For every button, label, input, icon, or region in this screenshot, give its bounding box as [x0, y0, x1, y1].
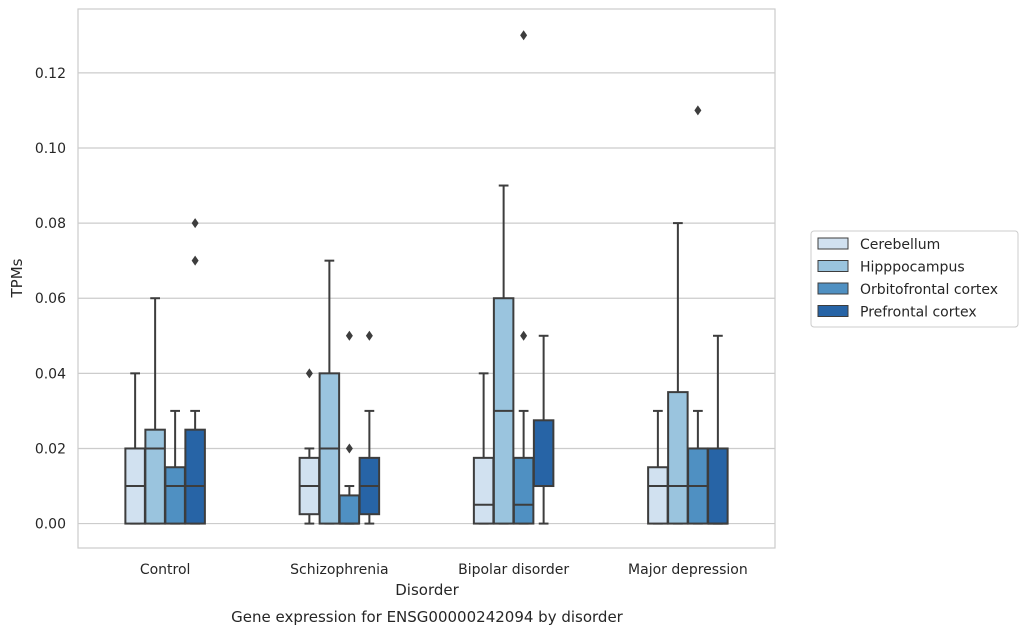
y-tick-label: 0.08 — [35, 216, 66, 232]
legend: Cerebellum Hipppocampus Orbitofrontal cort… — [810, 230, 1019, 328]
box-prefrontal-cortex — [707, 334, 729, 525]
x-tick-label: Control — [140, 562, 191, 578]
box-orbitofrontal-cortex — [512, 30, 535, 525]
chart-title: Gene expression for ENSG00000242094 by d… — [231, 608, 624, 626]
box-cerebellum — [647, 409, 669, 525]
y-axis-label: TPMs — [8, 258, 26, 298]
legend-label: Orbitofrontal cortex — [860, 282, 998, 298]
y-tick-labels: 0.00 0.02 0.04 0.06 0.08 0.10 0.12 — [35, 66, 66, 533]
box-body — [647, 466, 669, 525]
x-tick-label: Schizophrenia — [290, 562, 388, 578]
plot-frame — [77, 8, 776, 549]
outlier-marker — [520, 30, 528, 41]
y-tick-label: 0.06 — [35, 291, 66, 307]
legend-item: Cerebellum — [817, 237, 940, 253]
box-hipppocampus — [667, 222, 689, 525]
outlier-marker — [191, 218, 199, 229]
box-body — [144, 428, 166, 525]
box-prefrontal-cortex — [532, 334, 555, 525]
outlier-marker — [305, 368, 313, 379]
legend-swatch — [817, 282, 849, 295]
outlier-marker — [345, 443, 353, 454]
outlier-marker — [694, 105, 702, 116]
y-tick-label: 0.00 — [35, 517, 66, 533]
y-tick-label: 0.12 — [35, 66, 66, 82]
box-cerebellum — [472, 372, 495, 525]
box-body — [707, 447, 729, 525]
box-body — [338, 494, 361, 525]
legend-swatch — [817, 260, 849, 272]
x-tick-label: Bipolar disorder — [458, 562, 569, 578]
x-axis-label: Disorder — [395, 581, 459, 599]
outlier-marker — [191, 255, 199, 266]
legend-label: Prefrontal cortex — [860, 305, 977, 321]
box-body — [164, 466, 186, 525]
x-tick-labels: Control Schizophrenia Bipolar disorder Majo… — [140, 562, 748, 578]
y-tick-label: 0.10 — [35, 141, 66, 157]
legend-swatch — [817, 237, 849, 250]
legend-item: Orbitofrontal cortex — [817, 282, 998, 298]
box-body — [184, 428, 206, 525]
legend-swatch — [817, 305, 849, 317]
legend-item: Hipppocampus — [817, 260, 965, 276]
outlier-marker — [365, 330, 373, 341]
legend-item: Prefrontal cortex — [817, 305, 977, 321]
legend-frame — [810, 230, 1019, 328]
box-hipppocampus — [492, 184, 515, 525]
legend-label: Cerebellum — [860, 237, 940, 253]
box-body — [667, 391, 689, 525]
box-body — [512, 456, 535, 525]
box-hipppocampus — [318, 259, 341, 525]
x-tick-label: Major depression — [628, 562, 748, 578]
box-body — [472, 456, 495, 525]
outlier-marker — [520, 330, 528, 341]
outlier-marker — [345, 330, 353, 341]
legend-label: Hipppocampus — [860, 260, 965, 276]
box-prefrontal-cortex — [184, 218, 206, 525]
box-body — [532, 419, 555, 488]
box-prefrontal-cortex — [358, 330, 381, 525]
boxes — [124, 30, 729, 525]
y-tick-label: 0.04 — [35, 366, 66, 382]
y-tick-label: 0.02 — [35, 441, 66, 457]
